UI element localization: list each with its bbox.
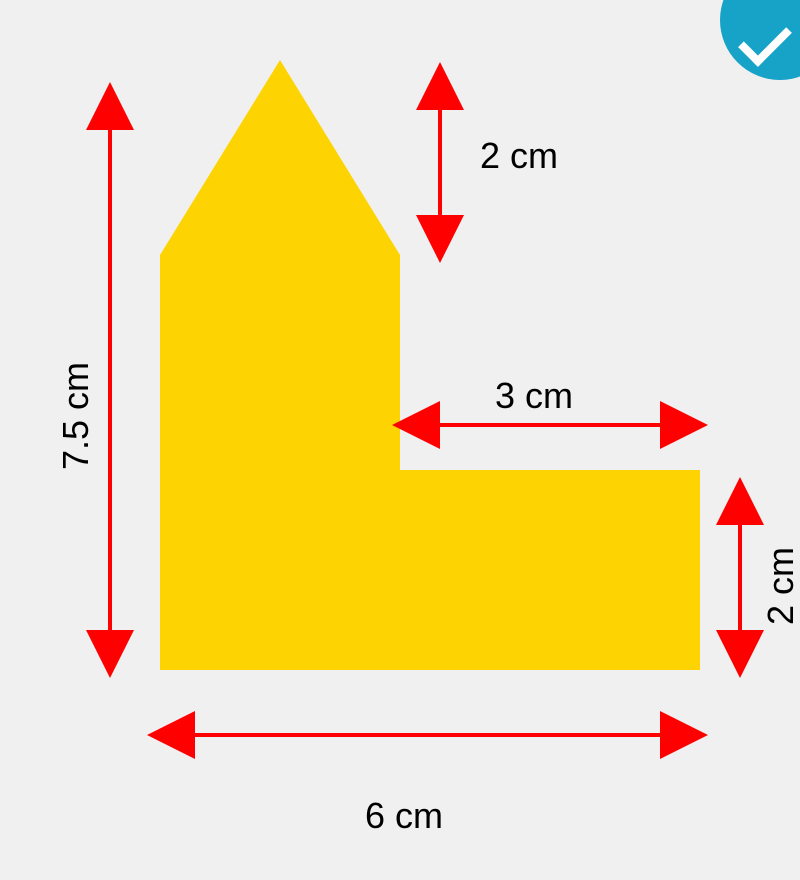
diagram-svg: [0, 0, 800, 880]
dim-topright-label: 2 cm: [480, 135, 558, 177]
dim-left-label: 7.5 cm: [55, 362, 97, 470]
dim-bottom-label: 6 cm: [365, 795, 443, 837]
compound-shape: [160, 60, 700, 670]
diagram-canvas: 7.5 cm 2 cm 3 cm 2 cm 6 cm: [0, 0, 800, 880]
dim-right-label: 2 cm: [760, 547, 800, 625]
dim-mid-label: 3 cm: [495, 375, 573, 417]
